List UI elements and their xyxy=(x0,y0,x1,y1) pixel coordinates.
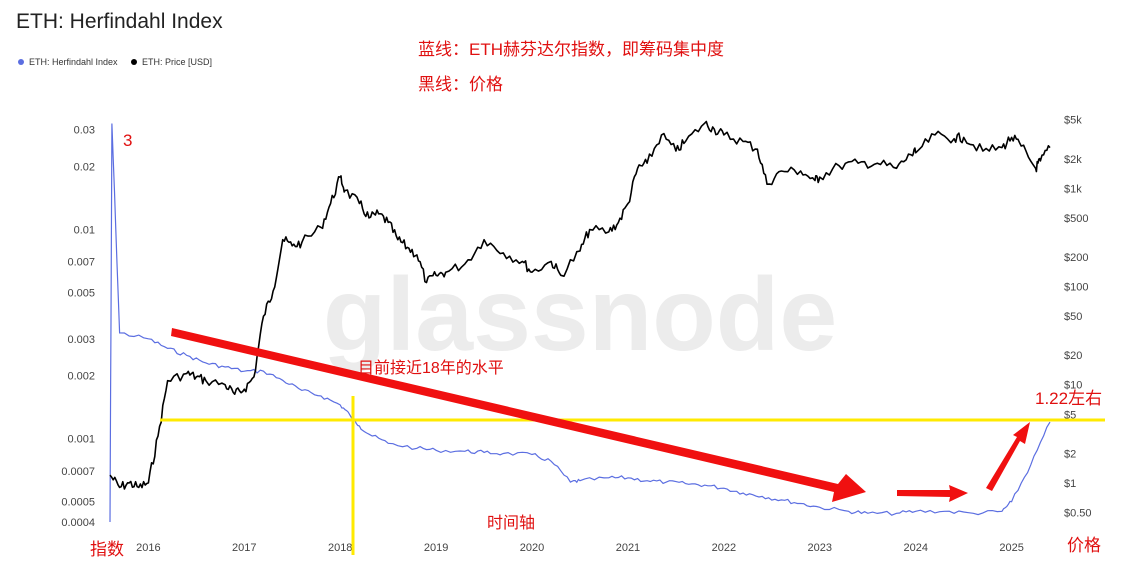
x-tick-label: 2020 xyxy=(520,542,544,554)
annotation-value: 1.22左右 xyxy=(1035,389,1102,408)
series-line-price xyxy=(109,120,1051,490)
series-line-herfindahl xyxy=(109,123,1051,523)
annotation-3: 3 xyxy=(123,131,132,150)
x-tick-label: 2016 xyxy=(136,542,160,554)
legend-marker-herfindahl xyxy=(18,59,24,65)
y-right-tick-label: $1 xyxy=(1064,478,1076,490)
legend-marker-price xyxy=(131,59,137,65)
y-left-tick-label: 0.005 xyxy=(67,287,95,299)
y-right-tick-label: $100 xyxy=(1064,282,1088,294)
y-left-tick-label: 0.02 xyxy=(74,161,95,173)
x-tick-label: 2018 xyxy=(328,542,352,554)
x-tick-label: 2022 xyxy=(712,542,736,554)
y-axis-left-ticks: 0.03 0.02 0.01 0.007 0.005 0.003 0.002 0.001 0.0… xyxy=(61,124,95,529)
y-right-tick-label: $50 xyxy=(1064,311,1082,323)
y-right-tick-label: $5k xyxy=(1064,115,1082,127)
x-tick-label: 2021 xyxy=(616,542,640,554)
y-right-tick-label: $2 xyxy=(1064,448,1076,460)
annotation-price: 价格 xyxy=(1067,536,1101,555)
chart-title: ETH: Herfindahl Index xyxy=(16,10,223,33)
x-tick-label: 2017 xyxy=(232,542,256,554)
small-arrow xyxy=(897,485,968,502)
y-left-tick-label: 0.002 xyxy=(67,371,95,383)
y-right-tick-label: $2k xyxy=(1064,154,1082,166)
legend-label-price[interactable]: ETH: Price [USD] xyxy=(142,57,212,67)
x-axis-ticks: 2016 2017 2018 2019 2020 2021 2022 2023 2024 2025 xyxy=(136,542,1024,554)
y-right-tick-label: $10 xyxy=(1064,380,1082,392)
annotation-index: 指数 xyxy=(90,540,124,559)
annotation-blue-line: 蓝线：ETH赫芬达尔指数，即筹码集中度 xyxy=(418,40,724,59)
y-left-tick-label: 0.03 xyxy=(74,124,95,136)
y-right-tick-label: $5 xyxy=(1064,409,1076,421)
x-tick-label: 2019 xyxy=(424,542,448,554)
y-left-tick-label: 0.001 xyxy=(67,434,95,446)
y-right-tick-label: $0.50 xyxy=(1064,507,1092,519)
y-left-tick-label: 0.01 xyxy=(74,224,95,236)
y-left-tick-label: 0.003 xyxy=(67,334,95,346)
y-right-tick-label: $200 xyxy=(1064,252,1088,264)
y-right-tick-label: $20 xyxy=(1064,350,1082,362)
x-tick-label: 2024 xyxy=(903,542,927,554)
x-tick-label: 2023 xyxy=(808,542,832,554)
annotation-trend: 目前接近18年的水平 xyxy=(358,359,504,377)
legend-label-herfindahl[interactable]: ETH: Herfindahl Index xyxy=(29,57,118,67)
y-left-tick-label: 0.0007 xyxy=(61,466,95,478)
watermark: glassnode xyxy=(323,257,837,373)
y-left-tick-label: 0.007 xyxy=(67,257,95,269)
x-tick-label: 2025 xyxy=(999,542,1023,554)
y-right-tick-label: $500 xyxy=(1064,213,1088,225)
y-left-tick-label: 0.0005 xyxy=(61,497,95,509)
trend-arrow xyxy=(171,328,866,502)
y-axis-right-ticks: $5k $2k $1k $500 $200 $100 $50 $20 $10 $5 $2 $1 $0.5… xyxy=(1064,115,1092,520)
annotation-time-axis: 时间轴 xyxy=(487,514,535,532)
up-arrow xyxy=(986,422,1030,491)
y-left-tick-label: 0.0004 xyxy=(61,517,95,529)
y-right-tick-label: $1k xyxy=(1064,183,1082,195)
annotation-black-line: 黑线：价格 xyxy=(418,75,503,94)
